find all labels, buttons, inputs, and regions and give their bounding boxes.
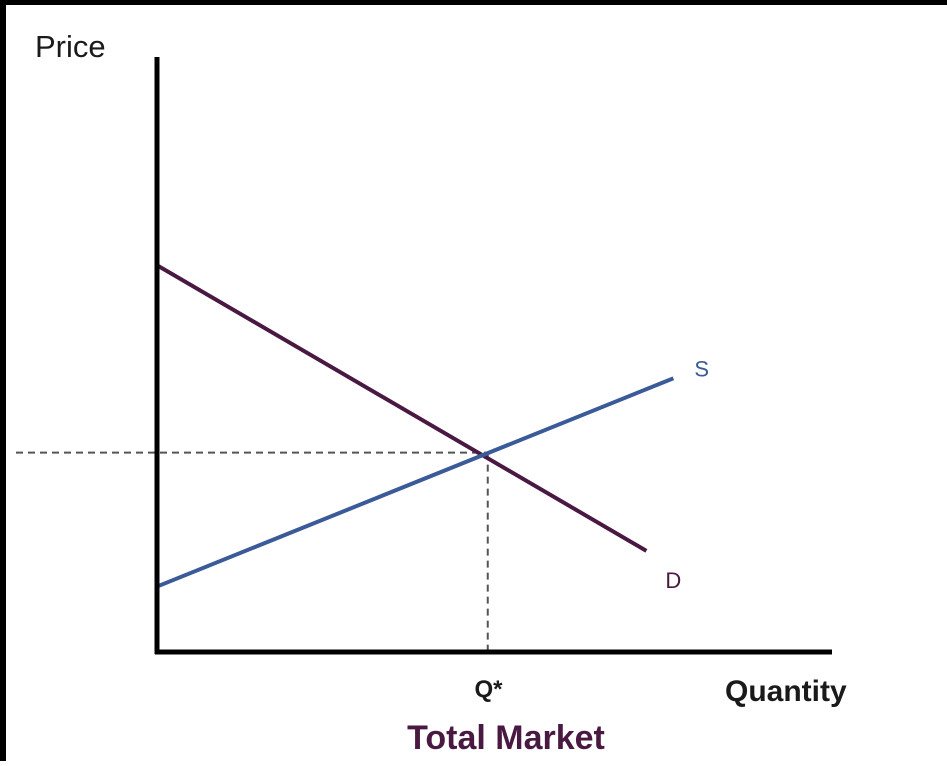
curves (155, 263, 675, 589)
supply-curve (156, 376, 675, 589)
demand-curve-label: D (665, 568, 681, 593)
y-axis-label: Price (35, 29, 106, 64)
demand-curve (155, 263, 648, 553)
x-axis-label: Quantity (725, 675, 847, 708)
supply-demand-chart: Price Q* Quantity S D Total Market (16, 29, 847, 757)
axes (154, 57, 832, 655)
x-tick-label-q-star: Q* (474, 676, 503, 703)
supply-curve-label: S (694, 356, 709, 381)
reference-lines (16, 451, 489, 652)
chart-title: Total Market (407, 719, 605, 757)
